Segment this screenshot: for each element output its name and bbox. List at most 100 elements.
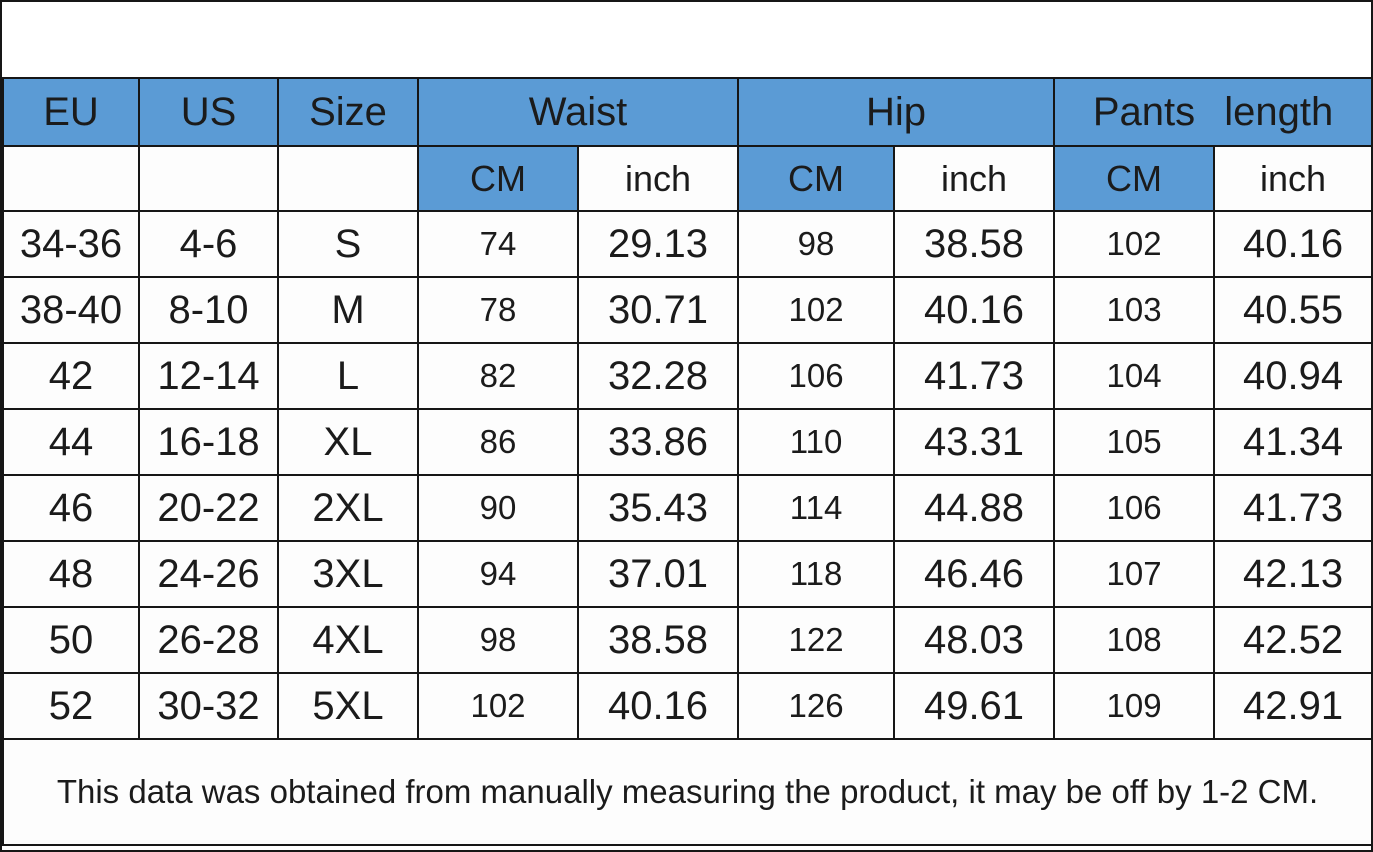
table-cell: 46.46 (893, 540, 1056, 608)
table-cell: 78 (417, 276, 579, 344)
table-row-m: 38-40 8-10 M 78 30.71 102 40.16 103 40.5… (2, 276, 1371, 344)
table-cell: 109 (1053, 672, 1216, 740)
subheader-cell-pants-inch: inch (1213, 145, 1371, 212)
header-cell-size: Size (277, 77, 419, 147)
table-cell: 44.88 (893, 474, 1056, 542)
table-cell: 4XL (277, 606, 419, 674)
table-cell: 41.73 (893, 342, 1056, 410)
table-cell: 42.13 (1213, 540, 1371, 608)
subheader-cell-hip-cm: CM (737, 145, 896, 212)
table-cell: 40.94 (1213, 342, 1371, 410)
subheader-row: CM inch CM inch CM inch (2, 145, 1371, 212)
header-cell-eu: EU (2, 77, 140, 147)
table-cell: 94 (417, 540, 579, 608)
table-cell: 42.91 (1213, 672, 1371, 740)
table-cell: 40.16 (1213, 210, 1371, 278)
header-cell-hip: Hip (737, 77, 1056, 147)
table-cell: 104 (1053, 342, 1216, 410)
table-cell: 3XL (277, 540, 419, 608)
table-cell: 42.52 (1213, 606, 1371, 674)
table-cell: 32.28 (576, 342, 740, 410)
table-cell: 38.58 (893, 210, 1056, 278)
table-cell: 46 (2, 474, 140, 542)
table-cell: 103 (1053, 276, 1216, 344)
table-cell: 106 (737, 342, 896, 410)
table-cell: 2XL (277, 474, 419, 542)
table-cell: 106 (1053, 474, 1216, 542)
table-cell: 42 (2, 342, 140, 410)
subheader-cell-size-blank (277, 145, 419, 212)
table-cell: 52 (2, 672, 140, 740)
table-row-2xl: 46 20-22 2XL 90 35.43 114 44.88 106 41.7… (2, 474, 1371, 542)
table-cell: 107 (1053, 540, 1216, 608)
table-row-4xl: 50 26-28 4XL 98 38.58 122 48.03 108 42.5… (2, 606, 1371, 674)
note-row: This data was obtained from manually mea… (2, 738, 1371, 846)
table-cell: 41.34 (1213, 408, 1371, 476)
header-cell-waist: Waist (416, 77, 740, 147)
table-cell: 38-40 (2, 276, 140, 344)
table-cell: 98 (417, 606, 579, 674)
table-cell: S (277, 210, 419, 278)
header-cell-us: US (138, 77, 279, 147)
table-cell: 40.16 (893, 276, 1056, 344)
table-cell: 48.03 (893, 606, 1056, 674)
table-cell: 40.55 (1213, 276, 1371, 344)
table-cell: 122 (737, 606, 896, 674)
table-cell: 41.73 (1213, 474, 1371, 542)
subheader-cell-pants-cm: CM (1053, 145, 1216, 212)
table-cell: 16-18 (138, 408, 279, 476)
table-cell: 24-26 (138, 540, 279, 608)
table-cell: 12-14 (138, 342, 279, 410)
table-cell: 98 (737, 210, 896, 278)
table-cell: 50 (2, 606, 140, 674)
table-cell: 8-10 (138, 276, 279, 344)
table-cell: 74 (417, 210, 579, 278)
top-blank-band (2, 2, 1371, 77)
table-cell: 38.58 (576, 606, 740, 674)
table-cell: 105 (1053, 408, 1216, 476)
table-cell: 49.61 (893, 672, 1056, 740)
table-row-xl: 44 16-18 XL 86 33.86 110 43.31 105 41.34 (2, 408, 1371, 476)
header-cell-pants-length: Pants length (1053, 77, 1371, 147)
table-cell: 82 (417, 342, 579, 410)
table-cell: 30.71 (576, 276, 740, 344)
table-cell: 48 (2, 540, 140, 608)
table-row-5xl: 52 30-32 5XL 102 40.16 126 49.61 109 42.… (2, 672, 1371, 740)
subheader-cell-waist-inch: inch (576, 145, 740, 212)
header-row: EU US Size Waist Hip Pants length (2, 77, 1371, 147)
subheader-cell-us-blank (138, 145, 279, 212)
table-row-s: 34-36 4-6 S 74 29.13 98 38.58 102 40.16 (2, 210, 1371, 278)
table-row-l: 42 12-14 L 82 32.28 106 41.73 104 40.94 (2, 342, 1371, 410)
table-cell: 114 (737, 474, 896, 542)
table-cell: 86 (417, 408, 579, 476)
table-row-3xl: 48 24-26 3XL 94 37.01 118 46.46 107 42.1… (2, 540, 1371, 608)
table-cell: 126 (737, 672, 896, 740)
table-cell: 102 (1053, 210, 1216, 278)
table-cell: 108 (1053, 606, 1216, 674)
table-cell: 102 (417, 672, 579, 740)
table-cell: 33.86 (576, 408, 740, 476)
subheader-cell-waist-cm: CM (417, 145, 579, 212)
table-cell: 5XL (277, 672, 419, 740)
subheader-cell-eu-blank (2, 145, 140, 212)
measurement-note: This data was obtained from manually mea… (2, 738, 1371, 846)
table-cell: 35.43 (576, 474, 740, 542)
table-cell: 26-28 (138, 606, 279, 674)
table-cell: XL (277, 408, 419, 476)
table-cell: 44 (2, 408, 140, 476)
table-cell: M (277, 276, 419, 344)
table-cell: 4-6 (138, 210, 279, 278)
table-cell: 40.16 (576, 672, 740, 740)
table-cell: 29.13 (576, 210, 740, 278)
size-chart-table: EU US Size Waist Hip Pants length CM inc… (2, 77, 1371, 846)
table-cell: 37.01 (576, 540, 740, 608)
table-cell: 90 (417, 474, 579, 542)
table-cell: L (277, 342, 419, 410)
table-cell: 110 (737, 408, 896, 476)
subheader-cell-hip-inch: inch (893, 145, 1056, 212)
table-cell: 102 (737, 276, 896, 344)
table-cell: 43.31 (893, 408, 1056, 476)
table-cell: 30-32 (138, 672, 279, 740)
table-cell: 20-22 (138, 474, 279, 542)
